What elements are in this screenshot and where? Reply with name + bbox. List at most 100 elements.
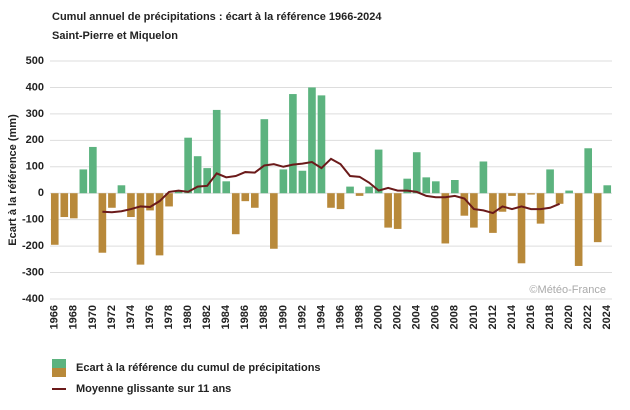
legend-swatch [52,368,66,377]
bar [260,119,269,194]
x-tick-label: 1982 [201,305,213,329]
y-tick-label: 400 [26,81,44,93]
bar [584,148,592,194]
bar [70,193,78,219]
legend-label: Moyenne glissante sur 11 ans [76,383,231,395]
bar [231,193,240,235]
bar [79,169,88,194]
bar [441,193,450,244]
bar [346,186,354,194]
x-tick-label: 1990 [277,305,289,329]
bar [270,193,278,249]
x-tick-label: 2018 [544,305,556,329]
bar [108,193,116,208]
y-tick-label: 0 [38,187,44,199]
bar [384,193,392,228]
bar [470,193,478,228]
bar [174,190,183,194]
x-tick-label: 1978 [163,305,175,329]
x-tick-label: 1994 [315,304,327,329]
bar [184,137,192,194]
bar [431,181,440,194]
x-tick-label: 1988 [258,305,270,329]
x-tick-label: 2016 [525,305,537,329]
bar [565,190,573,194]
bar [555,193,564,204]
bar [527,193,535,195]
bar [308,87,316,194]
legend-swatch [52,359,66,368]
x-tick-label: 1996 [334,305,346,329]
bar [460,193,469,216]
x-tick-label: 1970 [87,305,99,329]
x-tick-label: 1976 [144,305,156,329]
bar [355,193,364,196]
bar [422,177,431,194]
bar [593,193,602,243]
bar [574,193,583,266]
x-tick-label: 2004 [411,304,423,329]
bar [603,185,612,194]
x-tick-label: 1968 [68,305,80,329]
bar [60,193,69,218]
bar [155,193,164,256]
bar [412,152,421,194]
x-tick-label: 1984 [220,304,232,329]
bar [508,193,516,196]
y-tick-label: -200 [22,240,44,252]
bar [222,181,231,194]
x-tick-label: 1986 [239,305,251,329]
x-tick-label: 2002 [392,305,404,329]
bar [203,168,211,194]
bar [146,193,154,211]
y-tick-label: 300 [26,108,44,120]
x-tick-label: 1974 [125,304,137,329]
x-tick-label: 1972 [106,305,118,329]
x-tick-label: 2014 [506,304,518,329]
bar [98,193,107,253]
x-tick-label: 2010 [468,305,480,329]
bar [498,193,507,212]
bar [365,186,373,194]
x-tick-label: 2012 [487,305,499,329]
y-tick-label: 500 [26,55,44,67]
x-tick-label: 2008 [449,305,461,329]
watermark: ©Météo-France [529,284,606,296]
bar [336,193,345,210]
x-tick-label: 2022 [582,305,594,329]
bar [241,193,250,202]
y-tick-label: -100 [22,214,44,226]
x-tick-label: 2024 [601,304,613,329]
bar [327,193,335,208]
x-tick-label: 1966 [49,305,61,329]
bar [374,149,383,194]
y-tick-label: -400 [22,293,44,305]
chart-title: Cumul annuel de précipitations : écart à… [52,11,382,23]
bar [136,193,145,265]
bar [298,170,307,194]
bar [479,161,488,194]
bar [289,94,297,194]
legend-label: Ecart à la référence du cumul de précipi… [76,362,321,374]
x-tick-label: 1980 [182,305,194,329]
bar [393,193,402,229]
y-tick-label: 200 [26,134,44,146]
bar [50,193,59,245]
bar [165,193,173,207]
bar [546,169,554,194]
x-tick-label: 2006 [430,305,442,329]
y-tick-label: -300 [22,266,44,278]
bar [117,185,126,194]
bar [250,193,259,208]
bar [89,146,97,194]
bar [451,180,459,194]
moving-average-line [102,157,560,215]
x-tick-label: 1998 [353,305,365,329]
x-tick-label: 2020 [563,305,575,329]
bar [317,95,326,194]
y-tick-label: 100 [26,161,44,173]
x-tick-label: 1992 [296,305,308,329]
x-tick-label: 2000 [373,305,385,329]
bar [127,193,135,218]
